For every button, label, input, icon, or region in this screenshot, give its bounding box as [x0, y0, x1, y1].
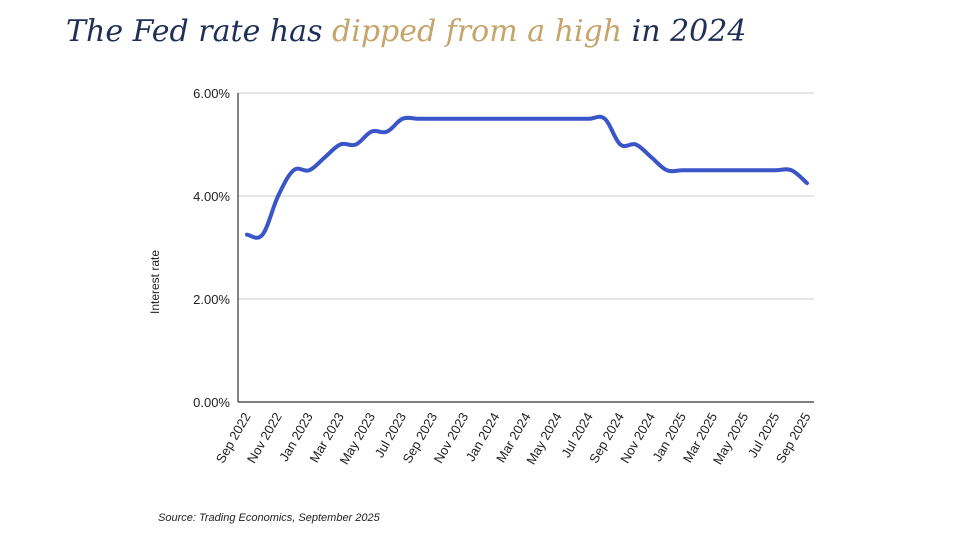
y-tick-label: 6.00% — [193, 86, 230, 101]
y-tick-label: 2.00% — [193, 292, 230, 307]
title-highlight: dipped from a high — [332, 14, 623, 49]
page-title: The Fed rate has dipped from a high in 2… — [66, 14, 746, 49]
y-axis-label: Interest rate — [148, 250, 162, 314]
gridlines — [237, 92, 814, 403]
series-line-interest-rate — [245, 114, 809, 240]
title-part2: in 2024 — [622, 14, 747, 49]
y-tick-label: 0.00% — [193, 395, 230, 410]
source-note: Source: Trading Economics, September 202… — [158, 512, 380, 524]
y-tick-label: 4.00% — [193, 189, 230, 204]
title-part1: The Fed rate has — [66, 14, 333, 49]
series-layer — [245, 114, 809, 240]
y-tick-labels: 0.00% 2.00% 4.00% 6.00% — [193, 86, 230, 410]
